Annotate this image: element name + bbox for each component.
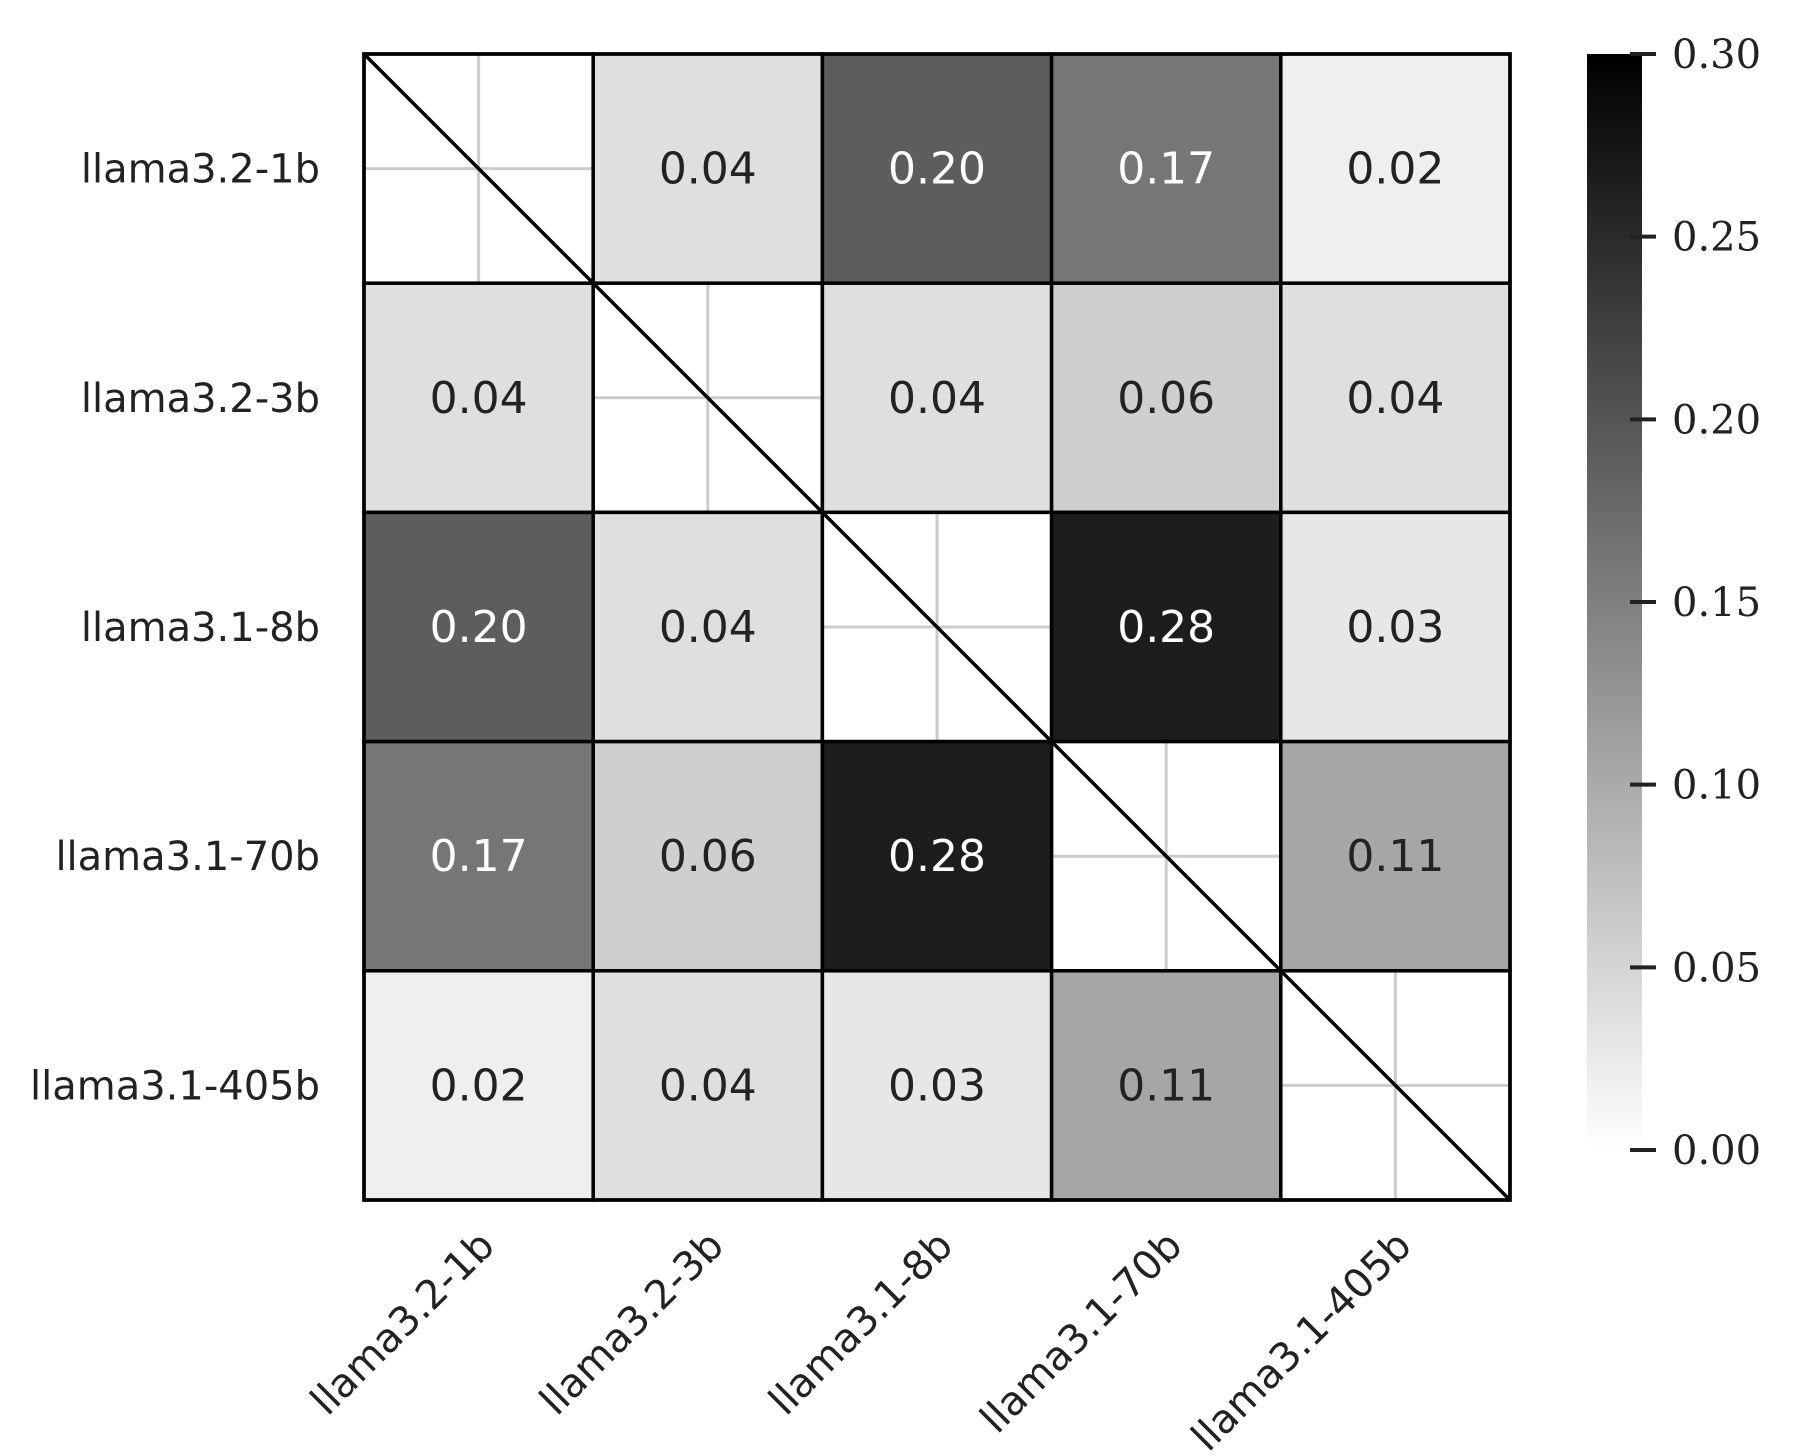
heatmap-cell	[820, 739, 1054, 973]
heatmap-cell	[362, 739, 595, 973]
cell-value-label: 0.02	[1346, 144, 1444, 195]
column-labels: llama3.2-1b llama3.2-3b llama3.1-8b llama3.…	[302, 1223, 1420, 1456]
colorbar-tick-label: 0.15	[1672, 580, 1761, 626]
cell-value-label: 0.04	[1346, 373, 1444, 424]
cell-value-label: 0.04	[659, 1060, 757, 1111]
cell-value-label: 0.28	[888, 831, 986, 882]
colorbar: 0.00 0.05 0.10 0.15 0.20 0.25 0.30	[1587, 32, 1761, 1174]
colorbar-tick-label: 0.10	[1672, 763, 1761, 809]
heatmap-cell	[591, 510, 825, 744]
diagonal-cell	[820, 510, 1054, 744]
heatmap-cell	[591, 969, 825, 1202]
colorbar-tick-label: 0.05	[1672, 945, 1761, 991]
cell-value-label: 0.17	[1117, 144, 1215, 195]
cell-value-label: 0.04	[659, 144, 757, 195]
row-tick-label: llama3.1-405b	[30, 1063, 320, 1109]
row-tick-label: llama3.2-3b	[81, 376, 320, 422]
colorbar-tick-label: 0.30	[1672, 32, 1761, 78]
colorbar-tick-label: 0.25	[1672, 215, 1761, 261]
heatmap-cell	[820, 281, 1054, 515]
diagonal-cell	[591, 281, 825, 515]
row-tick-label: llama3.2-1b	[81, 147, 320, 193]
cell-value-label: 0.04	[888, 373, 986, 424]
cell-value-label: 0.03	[1346, 602, 1444, 653]
row-tick-label: llama3.1-8b	[81, 605, 320, 651]
cell-value-label: 0.02	[430, 1060, 528, 1111]
colorbar-tick-label: 0.00	[1672, 1128, 1761, 1174]
cell-value-label: 0.04	[430, 373, 528, 424]
heatmap-cells: 0.04 0.20 0.17 0.02 0.04 0.04 0.06 0.04 0.20 0.04…	[362, 52, 1512, 1202]
heatmap-cell	[820, 52, 1054, 285]
column-tick-label: llama3.1-70b	[972, 1223, 1192, 1443]
column-tick-label: llama3.2-1b	[302, 1223, 504, 1425]
diagonal-cell	[362, 52, 595, 285]
heatmap-cell	[1049, 969, 1283, 1202]
cell-value-label: 0.04	[659, 602, 757, 653]
heatmap-cell	[1279, 281, 1512, 515]
diagonal-cell	[1279, 969, 1512, 1202]
heatmap-cell	[591, 739, 825, 973]
row-labels: llama3.2-1b llama3.2-3b llama3.1-8b llama3.…	[30, 147, 320, 1110]
cell-value-label: 0.06	[1117, 373, 1215, 424]
colorbar-tick-label: 0.20	[1672, 397, 1761, 443]
cell-value-label: 0.20	[430, 602, 528, 653]
column-tick-label: llama3.1-8b	[760, 1223, 962, 1425]
cell-value-label: 0.11	[1117, 1060, 1215, 1111]
cell-value-label: 0.17	[430, 831, 528, 882]
cell-value-label: 0.03	[888, 1060, 986, 1111]
cell-value-label: 0.11	[1346, 831, 1444, 882]
heatmap-cell	[1049, 510, 1283, 744]
heatmap-cell	[362, 510, 595, 744]
row-tick-label: llama3.1-70b	[55, 834, 320, 880]
column-tick-label: llama3.2-3b	[531, 1223, 733, 1425]
diagonal-cell	[1049, 739, 1283, 973]
plot-border	[362, 52, 1512, 1202]
cell-value-label: 0.28	[1117, 602, 1215, 653]
heatmap-cell	[1279, 510, 1512, 744]
cell-value-label: 0.06	[659, 831, 757, 882]
column-tick-label: llama3.1-405b	[1183, 1223, 1421, 1456]
cell-value-label: 0.20	[888, 144, 986, 195]
heatmap-cell	[1279, 739, 1512, 973]
